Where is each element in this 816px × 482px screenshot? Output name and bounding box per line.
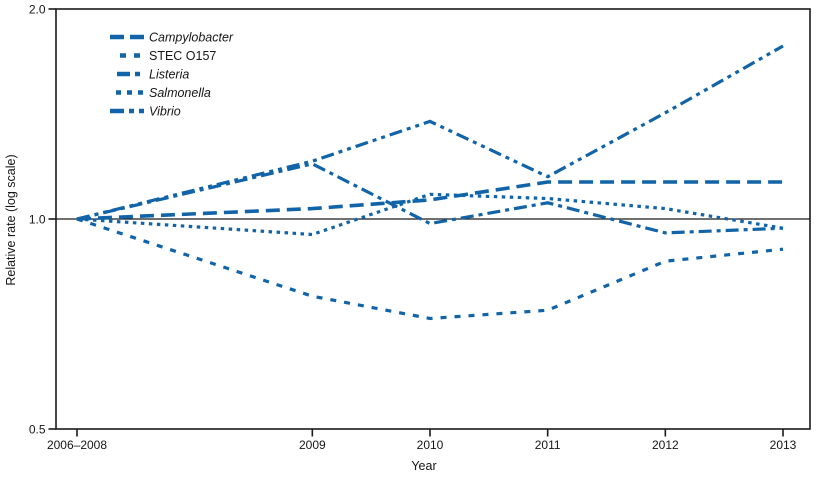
legend-item-campylobacter: Campylobacter [110,31,234,45]
x-tick-label: 2013 [770,438,797,452]
axis-ticks: 2006–2008 2009 2010 2011 2012 2013 2.0 1.0 0.5 [29,3,797,453]
legend-item-listeria: Listeria [117,68,189,82]
x-tick-label: 2012 [652,438,679,452]
legend-label-vibrio: Vibrio [149,105,181,119]
series-line-salmonella [76,192,784,237]
legend-label-campylobacter: Campylobacter [149,31,234,45]
legend-item-salmonella: Salmonella [116,86,211,100]
x-tick-label: 2006–2008 [47,438,107,452]
series-line-vibrio [76,44,784,221]
x-tick-label: 2011 [535,438,561,452]
series-line-listeria [76,162,784,235]
x-axis-title: Year [411,459,436,473]
legend-label-listeria: Listeria [149,68,189,82]
series-line-stec-o157 [76,217,784,321]
legend-item-vibrio: Vibrio [110,105,181,119]
legend-item-stec-o157: STEC O157 [120,49,216,63]
x-tick-label: 2009 [299,438,326,452]
y-tick-label: 2.0 [29,3,46,17]
y-tick-label: 1.0 [29,213,46,227]
legend: Campylobacter STEC O157 Listeria Salmonella… [110,31,234,119]
y-tick-label: 0.5 [29,423,46,437]
x-tick-label: 2010 [417,438,444,452]
series-lines [76,44,784,321]
series-line-campylobacter [76,180,783,221]
legend-label-salmonella: Salmonella [149,86,211,100]
y-axis-title: Relative rate (log scale) [4,154,18,285]
legend-label-stec-o157: STEC O157 [149,49,216,63]
